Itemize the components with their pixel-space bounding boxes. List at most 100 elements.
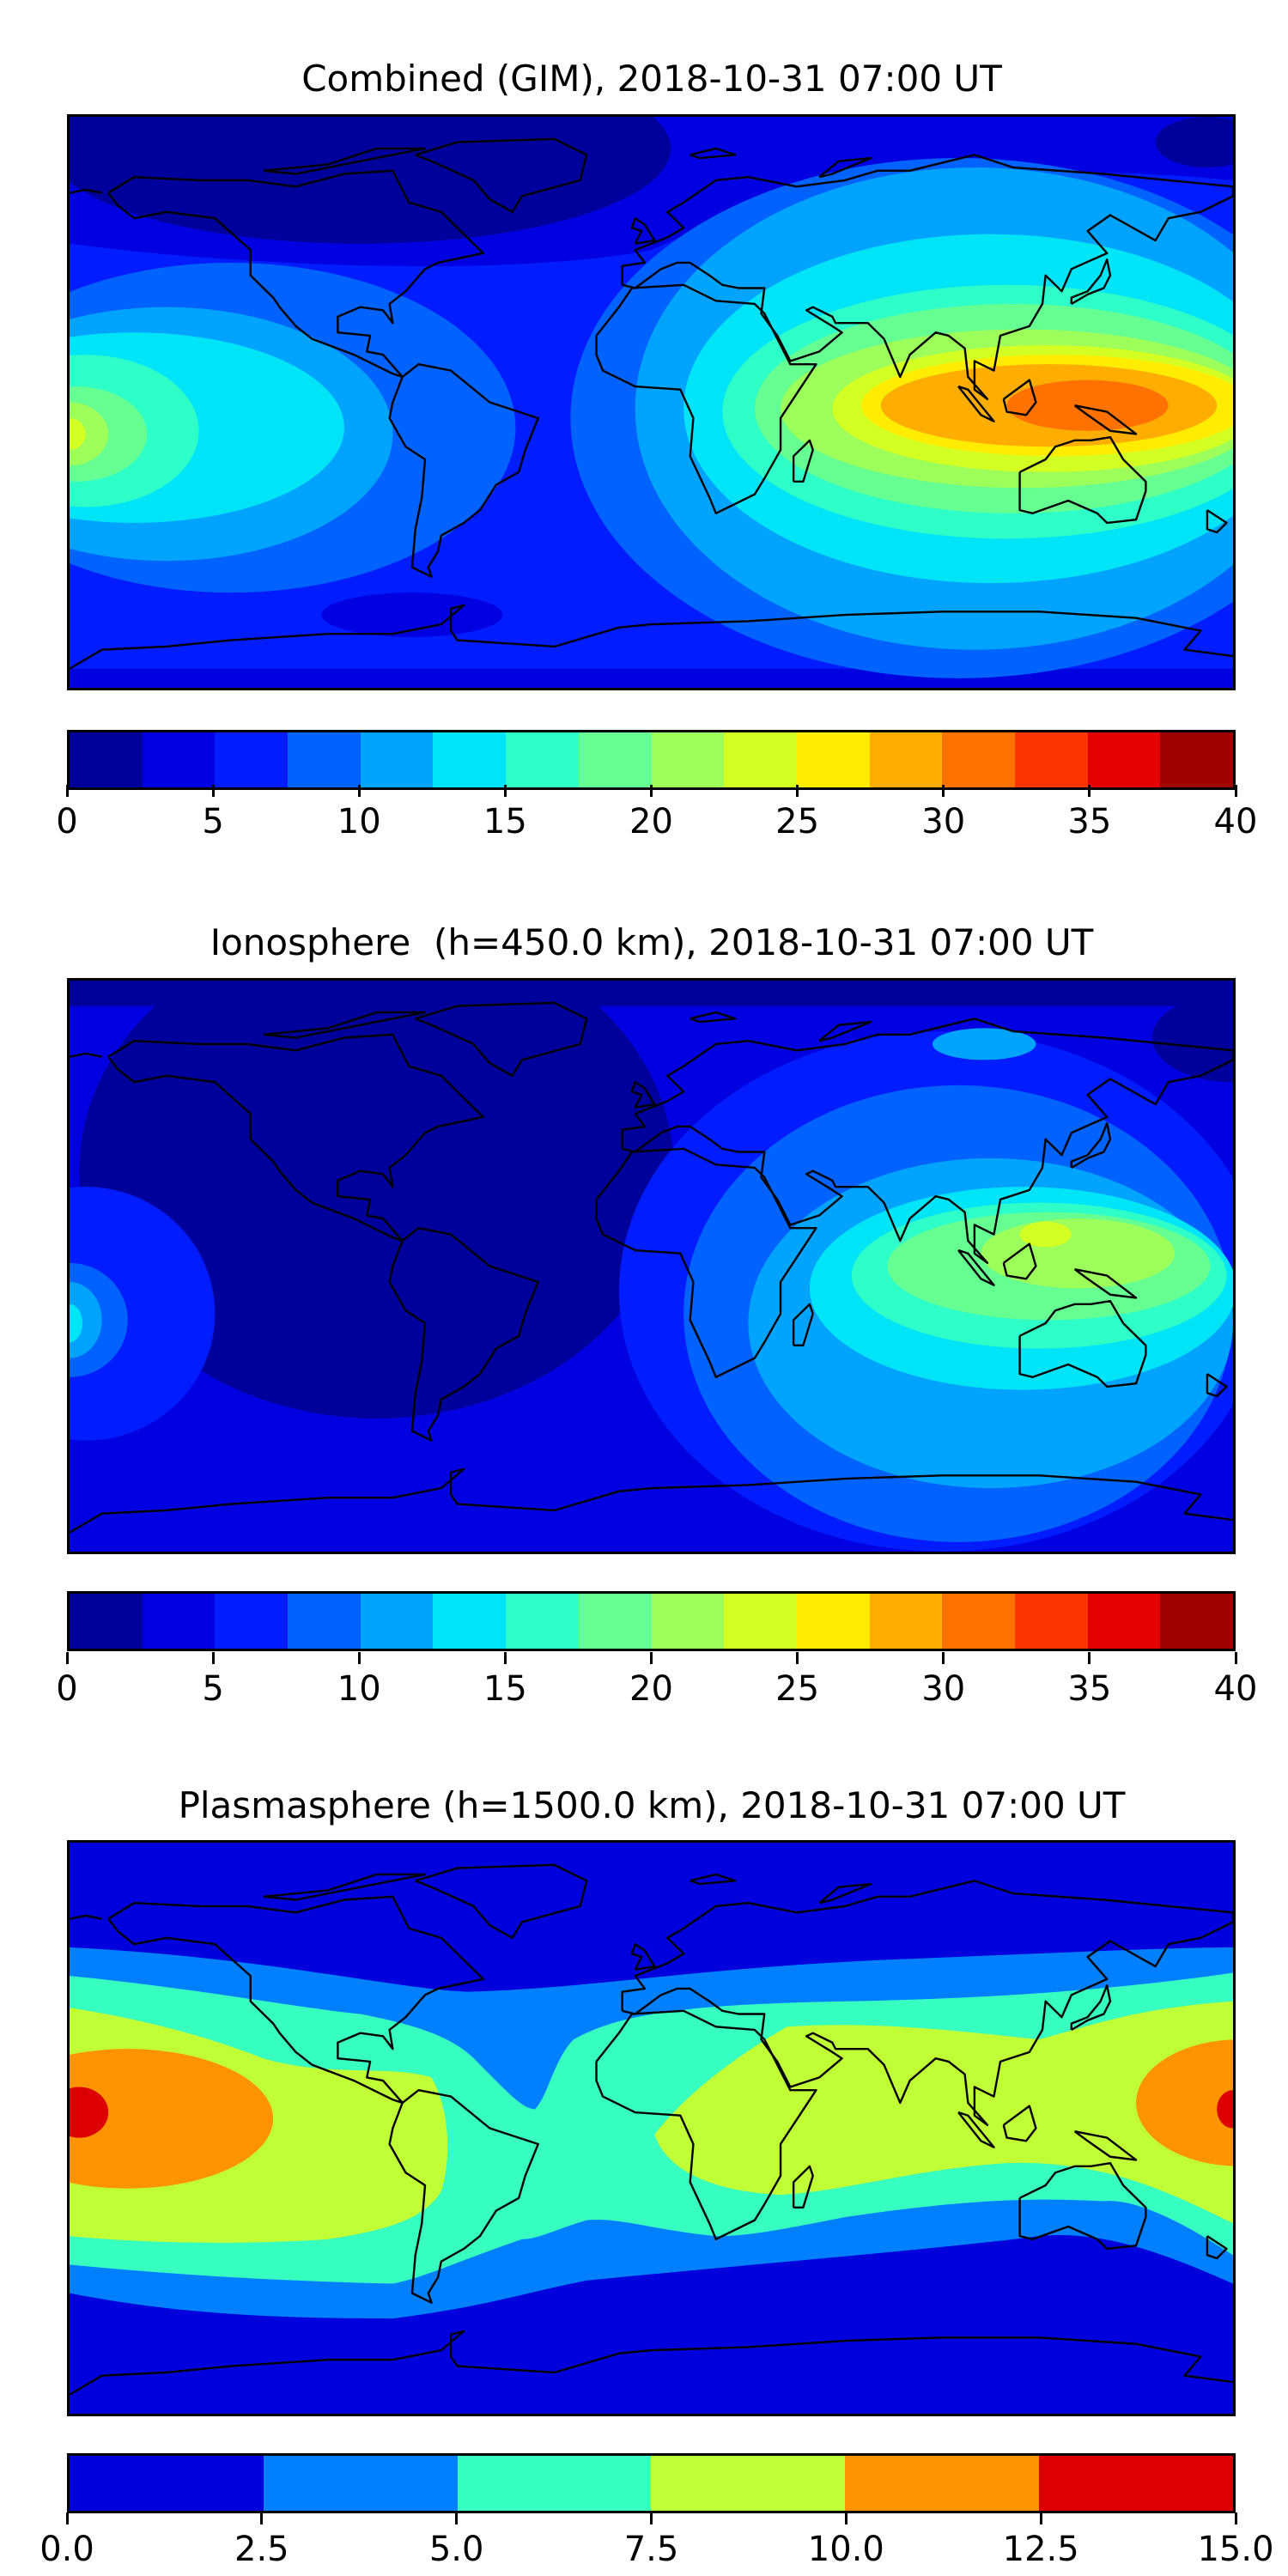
contour-region (321, 592, 503, 637)
coastline-arctic-islands (264, 1874, 425, 1900)
tick-label: 12.5 (1002, 2530, 1079, 2569)
colorbar-level (1160, 732, 1233, 787)
colorbar-level (1014, 1594, 1088, 1649)
coastline-south-america (390, 2090, 538, 2303)
colorbar-level (796, 1594, 870, 1649)
contour-region (1151, 993, 1233, 1083)
tick-label: 35 (1067, 1669, 1112, 1709)
coastline-uk (632, 1082, 654, 1108)
coastline-arctic-islands (264, 1012, 425, 1038)
colorbar-level (215, 732, 289, 787)
tick-label: 0 (56, 802, 78, 841)
colorbar-level (263, 2456, 458, 2511)
colorbar-level (457, 2456, 652, 2511)
colorbar-ticks-combined: 0 5 10 15 20 25 30 35 40 (56, 785, 1257, 845)
tick-mark (357, 785, 361, 797)
tick-mark (211, 1652, 215, 1664)
coastline-greenland (416, 1003, 586, 1076)
tick-label: 40 (1213, 802, 1258, 841)
coastline-japan (1072, 1985, 1110, 2030)
tick-label: 15 (483, 1669, 527, 1709)
coastline-antarctica (70, 605, 1233, 669)
coastline-new-guinea (1075, 1269, 1137, 1297)
colorbar-level (1087, 732, 1161, 787)
coastline-svalbard (690, 1874, 736, 1884)
contour-region (79, 981, 674, 1419)
contour-region (1019, 1221, 1072, 1248)
coastline-svalbard (690, 149, 736, 158)
coastline-alaska-west (70, 190, 102, 193)
tick-mark (1234, 785, 1237, 797)
tick-label: 10 (337, 1669, 381, 1709)
tick-mark (650, 2512, 653, 2524)
colorbar-ticks-plasmasphere: 0.0 2.5 5.0 7.5 10.0 12.5 15.0 (39, 2512, 1274, 2573)
colorbar-level (942, 1594, 1015, 1649)
tick-label: 10 (337, 802, 381, 841)
contour-region (70, 2087, 109, 2138)
coastline-australia (1020, 437, 1146, 523)
tick-label: 7.5 (623, 2530, 679, 2569)
map-plasmasphere (67, 1840, 1236, 2416)
contour-region (1217, 2090, 1233, 2129)
coastline-madagascar (793, 2166, 813, 2208)
tick-mark (65, 785, 69, 797)
coastline-antarctica (70, 1469, 1233, 1533)
coastline-novaya-zemlya (819, 1884, 871, 1903)
colorbar-level (1160, 1594, 1233, 1649)
tick-label: 30 (921, 802, 966, 841)
contour-map-combined (70, 117, 1233, 688)
contour-region (70, 2049, 274, 2189)
contour-map-ionosphere (70, 981, 1233, 1552)
coastline-borneo (1004, 380, 1036, 416)
tick-mark (1234, 1652, 1237, 1664)
tick-label: 15.0 (1197, 2530, 1274, 2569)
colorbar-ticks-ionosphere: 0 5 10 15 20 25 30 35 40 (56, 1652, 1257, 1712)
coastline-sumatra (958, 1250, 993, 1285)
tick-label: 20 (629, 1669, 673, 1709)
colorbar-level (942, 732, 1015, 787)
colorbar-level (288, 732, 361, 787)
coastline-svalbard (690, 1012, 736, 1022)
colorbar-level (578, 1594, 652, 1649)
colorbar-level (142, 732, 216, 787)
colorbar-level (651, 732, 725, 787)
colorbar-level (506, 1594, 579, 1649)
contour-region (1136, 2039, 1233, 2166)
colorbar-level (288, 1594, 361, 1649)
coastline-africa (597, 285, 817, 513)
coastlines (70, 1865, 1233, 2395)
coastline-antarctica (70, 2331, 1233, 2395)
colorbar-level (433, 732, 507, 787)
tick-label: 35 (1067, 802, 1112, 841)
contour-region (654, 2001, 1233, 2224)
tick-label: 25 (775, 802, 820, 841)
tick-label: 25 (775, 1669, 820, 1709)
tick-mark (650, 785, 653, 797)
coastline-greenland (416, 139, 586, 212)
colorbar-level (1039, 2456, 1233, 2511)
colorbar-level (869, 1594, 943, 1649)
panel-title-combined: Combined (GIM), 2018-10-31 07:00 UT (301, 58, 1002, 100)
coastline-uk (632, 218, 654, 244)
coastline-eurasia (623, 1880, 1233, 2124)
colorbar-level (360, 732, 434, 787)
coastline-madagascar (793, 440, 813, 482)
tick-label: 15 (483, 802, 527, 841)
tick-mark (211, 785, 215, 797)
coastline-uk (632, 1944, 654, 1970)
tick-label: 5 (202, 1669, 224, 1709)
colorbar-level (70, 2456, 264, 2511)
coastline-australia (1020, 2163, 1146, 2249)
coastline-novaya-zemlya (819, 158, 871, 177)
coastline-new-guinea (1075, 2131, 1137, 2160)
coastline-africa (597, 1149, 817, 1377)
tick-label: 5.0 (428, 2530, 484, 2569)
colorbar-plasmasphere (67, 2453, 1236, 2513)
coastline-novaya-zemlya (819, 1022, 871, 1041)
coastline-madagascar (793, 1304, 813, 1346)
contour-region (70, 1187, 216, 1441)
tick-mark (1088, 1652, 1091, 1664)
contour-region (1155, 117, 1233, 168)
contour-region (70, 1281, 102, 1358)
coastline-sumatra (958, 2112, 993, 2148)
